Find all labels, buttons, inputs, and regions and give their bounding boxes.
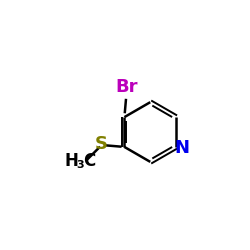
Text: C: C [83, 152, 95, 170]
Text: H: H [64, 152, 78, 170]
Text: N: N [174, 139, 190, 157]
Text: S: S [94, 135, 108, 153]
Text: 3: 3 [77, 160, 84, 170]
Text: Br: Br [115, 78, 138, 96]
